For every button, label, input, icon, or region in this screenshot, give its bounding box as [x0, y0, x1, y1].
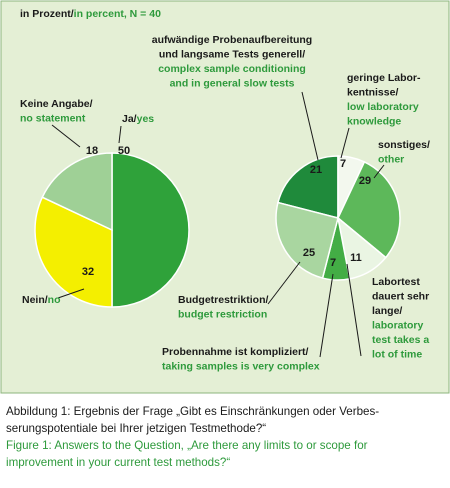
value-label: 25	[303, 247, 315, 259]
leader-line	[373, 164, 385, 179]
caption-en: Figure 1: Answers to the Question, „Are …	[6, 439, 368, 452]
label-en: test takes a	[372, 334, 429, 346]
label-de: Nein/	[22, 294, 48, 306]
header-en: in percent, N = 40	[74, 8, 161, 20]
value-label: 11	[350, 252, 362, 264]
label-en: taking samples is very complex	[162, 360, 320, 372]
leader-line	[301, 91, 319, 161]
value-label: 29	[359, 175, 371, 187]
leader-line	[57, 288, 85, 299]
caption-en: improvement in your current test methods…	[6, 456, 230, 469]
label-en: complex sample conditioning	[158, 63, 306, 75]
label-en: other	[378, 153, 404, 165]
label-en: yes	[137, 113, 155, 125]
label-en: budget restriction	[178, 308, 267, 320]
label-de: lange/	[372, 305, 402, 317]
value-label: 7	[340, 158, 346, 170]
label-en: no	[48, 294, 61, 306]
leader-line	[340, 127, 350, 159]
caption-de: serungspotentiale bei Ihrer jetzigen Tes…	[6, 422, 266, 435]
label-en: laboratory	[372, 319, 424, 331]
header-de: in Prozent/	[20, 8, 74, 20]
slice-label: Ja/yes	[122, 113, 154, 125]
label-de: Ja/	[122, 113, 137, 125]
value-label: 7	[330, 257, 336, 269]
label-en: low laboratory	[347, 101, 419, 113]
leader-line	[346, 263, 362, 357]
pie-slice	[337, 160, 401, 259]
pie-slice	[34, 196, 113, 308]
label-de: kentnisse/	[347, 86, 398, 98]
label-de: geringe Labor-	[347, 72, 421, 84]
leader-line	[319, 273, 334, 358]
value-label: 18	[86, 145, 98, 157]
label-de: dauert sehr	[372, 290, 429, 302]
pie-slice	[41, 152, 113, 232]
leader-line	[118, 125, 122, 144]
label-en: no statement	[20, 112, 86, 124]
label-de: Labortest	[372, 276, 420, 288]
pie-slice	[111, 152, 190, 308]
slice-label: Nein/no	[22, 294, 61, 306]
label-de: Keine Angabe/	[20, 98, 93, 110]
label-en: lot of time	[372, 348, 422, 360]
leader-line	[267, 261, 301, 305]
caption-de: Abbildung 1: Ergebnis der Frage „Gibt es…	[6, 405, 379, 418]
label-de: Probennahme ist kompliziert/	[162, 346, 309, 358]
value-label: 21	[310, 164, 322, 176]
label-de: aufwändige Probenaufbereitung	[152, 34, 312, 46]
leader-line	[51, 124, 81, 148]
label-de: sonstiges/	[378, 139, 430, 151]
header: in Prozent/in percent, N = 40	[20, 8, 161, 20]
label-en: and in general slow tests	[170, 77, 295, 89]
value-label: 50	[118, 145, 130, 157]
pie-slice	[277, 155, 339, 219]
label-de: Budgetrestriktion/	[178, 294, 269, 306]
pie-slice	[275, 201, 339, 279]
value-label: 32	[82, 266, 94, 278]
label-en: knowledge	[347, 115, 401, 127]
label-de: und langsame Tests generell/	[159, 48, 305, 60]
